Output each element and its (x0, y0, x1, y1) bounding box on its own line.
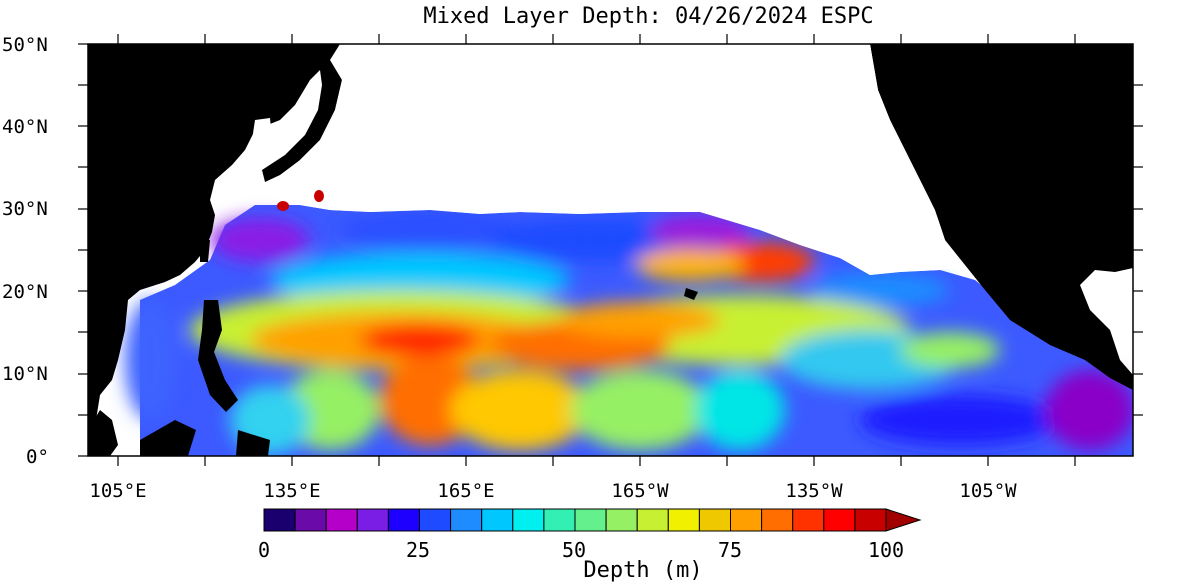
colorbar-swatch (325, 508, 358, 532)
colorbar-swatch (450, 508, 483, 532)
colorbar-swatch (636, 508, 669, 532)
colorbar-swatch (263, 508, 296, 532)
lat-label-50n: 50°N (2, 34, 48, 56)
colorbar-swatch (761, 508, 794, 532)
mld-field (125, 205, 1133, 456)
colorbar-swatch (543, 508, 576, 532)
colorbar-tick-75: 75 (717, 538, 743, 562)
land-baja (930, 200, 975, 262)
land-borneo (88, 410, 118, 456)
lon-label-135e: 135°E (263, 480, 321, 502)
lon-label-165e: 165°E (437, 480, 495, 502)
land-taiwan (200, 240, 210, 262)
colorbar (263, 508, 922, 532)
colorbar-swatch (823, 508, 856, 532)
land-korea (252, 118, 272, 150)
colorbar-title: Depth (m) (583, 558, 703, 583)
colorbar-extend-arrow (885, 508, 922, 532)
colorbar-swatch (792, 508, 825, 532)
land-north-america (870, 44, 1133, 390)
lat-label-0: 0° (26, 446, 49, 468)
lat-label-20n: 20°N (2, 281, 48, 303)
colorbar-tick-100: 100 (867, 538, 905, 562)
colorbar-swatch (419, 508, 452, 532)
colorbar-swatch (605, 508, 638, 532)
lat-label-10n: 10°N (2, 363, 48, 385)
colorbar-swatch (387, 508, 420, 532)
land-masses (88, 44, 1133, 456)
map-ticks (78, 34, 1143, 466)
land-new-guinea (236, 430, 270, 456)
land-hawaii (684, 288, 698, 300)
colorbar-swatch (730, 508, 763, 532)
lon-label-135w: 135°W (785, 480, 843, 502)
colorbar-swatch (356, 508, 389, 532)
land-philippines (198, 300, 238, 412)
hotspot-japan-south (277, 201, 289, 211)
colorbar-swatch (294, 508, 327, 532)
lat-label-30n: 30°N (2, 198, 48, 220)
colorbar-swatch (698, 508, 732, 532)
map-title: Mixed Layer Depth: 04/26/2024 ESPC (423, 4, 874, 29)
land-asia (88, 44, 340, 430)
lon-label-105w: 105°W (959, 480, 1017, 502)
lon-label-105e: 105°E (89, 480, 147, 502)
colorbar-swatch (667, 508, 700, 532)
colorbar-swatch (574, 508, 607, 532)
colorbar-swatch (854, 508, 887, 532)
colorbar-swatch (481, 508, 514, 532)
land-japan (262, 55, 342, 182)
no-data-region (280, 44, 960, 275)
lon-label-165w: 165°W (611, 480, 669, 502)
hotspot-izu (314, 190, 324, 202)
colorbar-tick-25: 25 (405, 538, 431, 562)
lat-label-40n: 40°N (2, 116, 48, 138)
colorbar-tick-0: 0 (257, 538, 271, 562)
land-sulawesi (140, 420, 196, 456)
colorbar-tick-50: 50 (561, 538, 587, 562)
colorbar-swatch (512, 508, 545, 532)
